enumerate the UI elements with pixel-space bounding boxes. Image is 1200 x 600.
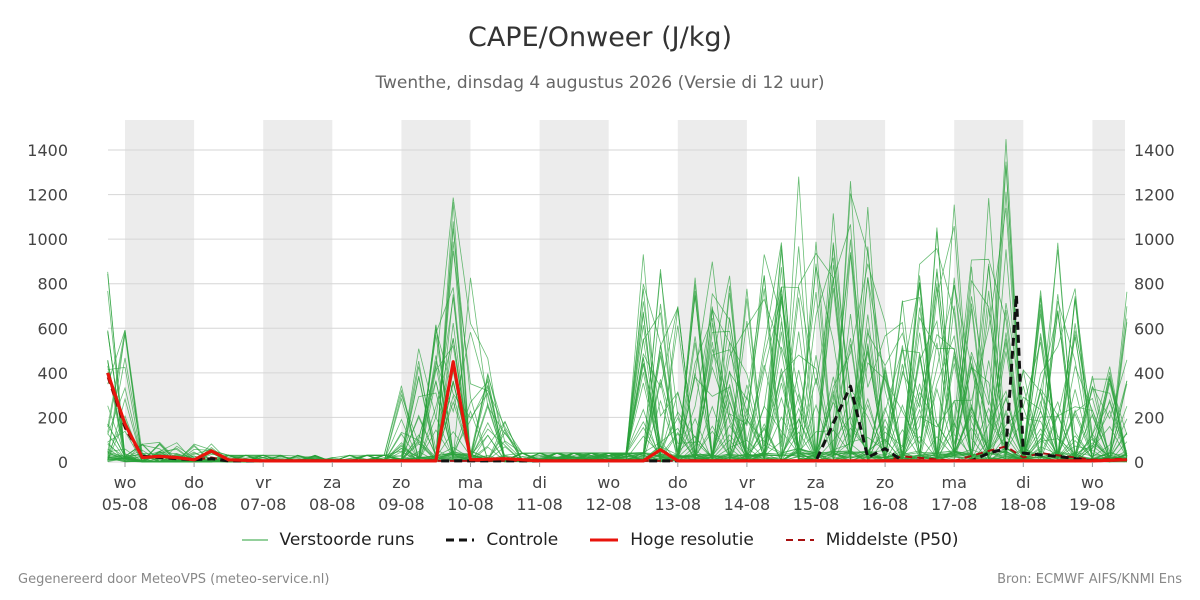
x-tick-weekday: ma: [458, 473, 483, 492]
x-tick-date: 13-08: [655, 495, 702, 514]
chart-title: CAPE/Onweer (J/kg): [467, 22, 732, 53]
y-tick-label-right: 200: [1134, 408, 1165, 427]
day-band: [816, 120, 886, 462]
legend-item-control[interactable]: Controle: [446, 530, 558, 550]
x-tick-weekday: za: [323, 473, 341, 492]
y-tick-label: 1400: [27, 141, 68, 160]
legend-item-ensemble[interactable]: Verstoorde runs: [241, 530, 415, 550]
chart-subtitle: Twenthe, dinsdag 4 augustus 2026 (Versie…: [375, 73, 825, 93]
x-tick-weekday: vr: [739, 473, 755, 492]
x-tick-date: 16-08: [862, 495, 909, 514]
x-tick-weekday: di: [532, 473, 547, 492]
x-tick-weekday: wo: [1081, 473, 1104, 492]
legend-label-control: Controle: [486, 530, 559, 550]
y-tick-label: 200: [37, 408, 68, 427]
x-tick-date: 11-08: [516, 495, 563, 514]
y-tick-label-right: 400: [1134, 364, 1165, 383]
y-tick-label: 1200: [27, 186, 68, 205]
series-line-hoge-resolutie: [106, 360, 1127, 463]
x-tick-date: 18-08: [1000, 495, 1047, 514]
x-tick-weekday: wo: [114, 473, 137, 492]
legend-swatch-median: [785, 539, 814, 541]
day-band: [125, 120, 195, 462]
y-tick-label: 600: [37, 319, 68, 338]
legend-swatch-control: [446, 538, 475, 542]
legend-label-ensemble: Verstoorde runs: [279, 530, 415, 550]
x-tick-weekday: zo: [392, 473, 410, 492]
legend-swatch-hires: [590, 538, 619, 542]
x-tick-date: 06-08: [171, 495, 218, 514]
x-tick-date: 08-08: [309, 495, 356, 514]
x-tick-weekday: vr: [255, 473, 271, 492]
legend-label-median: Middelste (P50): [825, 530, 959, 550]
x-tick-date: 19-08: [1069, 495, 1116, 514]
day-band: [1092, 120, 1125, 462]
x-tick-date: 10-08: [447, 495, 494, 514]
y-tick-label-right: 0: [1134, 453, 1144, 472]
x-tick-weekday: do: [668, 473, 688, 492]
x-tick-weekday: wo: [597, 473, 620, 492]
legend-item-median[interactable]: Middelste (P50): [785, 530, 959, 550]
x-tick-weekday: za: [807, 473, 825, 492]
footer-credit: Gegenereerd door MeteoVPS (meteo-service…: [18, 572, 330, 587]
ensemble-member-line: [107, 193, 1127, 463]
y-tick-label-right: 600: [1134, 319, 1165, 338]
y-tick-label-right: 800: [1134, 275, 1165, 294]
legend: Verstoorde runs Controle Hoge resolutie …: [0, 530, 1200, 550]
x-tick-weekday: do: [184, 473, 204, 492]
y-tick-label: 1000: [27, 230, 68, 249]
x-tick-weekday: zo: [876, 473, 894, 492]
y-tick-label-right: 1200: [1134, 186, 1175, 205]
y-tick-label-right: 1000: [1134, 230, 1175, 249]
y-tick-label-right: 1400: [1134, 141, 1175, 160]
x-tick-date: 09-08: [378, 495, 425, 514]
y-tick-label: 400: [37, 364, 68, 383]
x-tick-date: 07-08: [240, 495, 287, 514]
legend-label-hires: Hoge resolutie: [630, 530, 754, 550]
y-tick-label: 800: [37, 275, 68, 294]
x-tick-date: 15-08: [793, 495, 840, 514]
x-tick-weekday: ma: [942, 473, 967, 492]
footer-source: Bron: ECMWF AIFS/KNMI Ens: [997, 572, 1182, 587]
x-tick-date: 17-08: [931, 495, 978, 514]
day-band: [263, 120, 333, 462]
y-tick-label: 0: [58, 453, 68, 472]
legend-swatch-ensemble: [241, 539, 268, 541]
x-tick-weekday: di: [1016, 473, 1031, 492]
day-band: [539, 120, 609, 462]
x-tick-date: 14-08: [724, 495, 771, 514]
legend-item-hires[interactable]: Hoge resolutie: [590, 530, 754, 550]
x-tick-date: 05-08: [102, 495, 149, 514]
x-tick-date: 12-08: [585, 495, 632, 514]
